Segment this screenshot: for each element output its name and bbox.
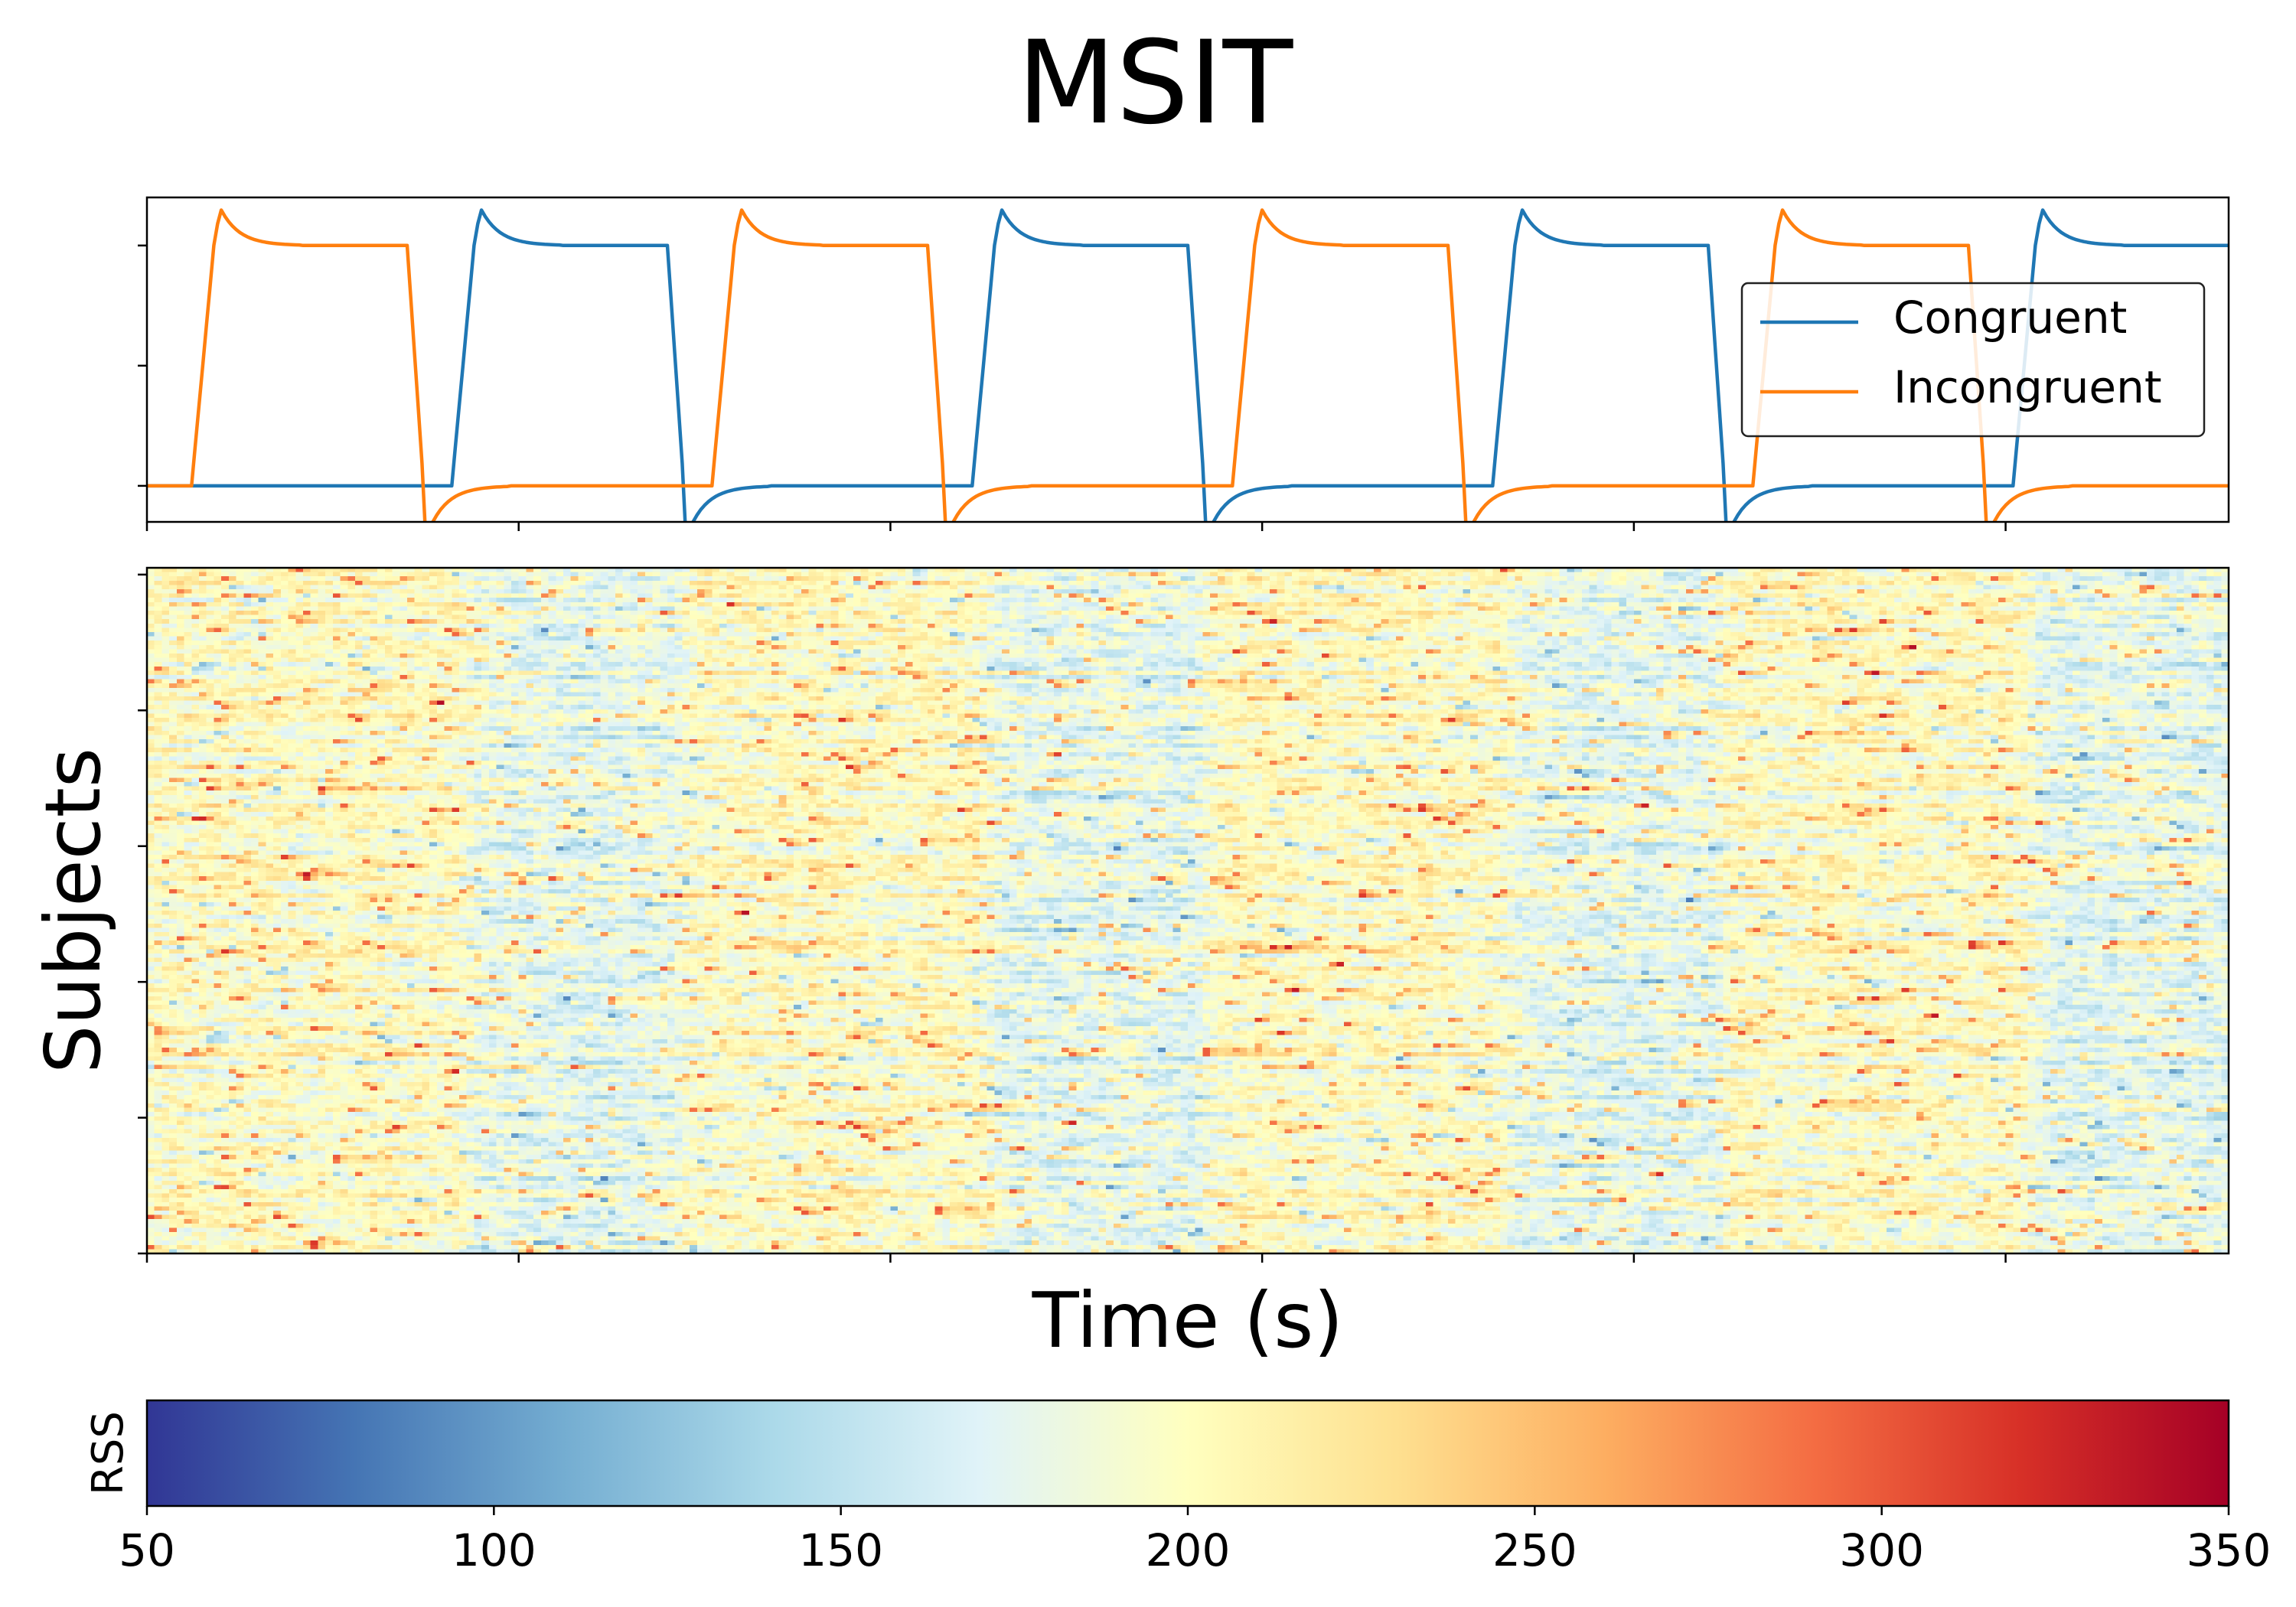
series-line-congruent (147, 208, 2229, 522)
colorbar-gradient (145, 1399, 2230, 1508)
colorbar-label: RSS (83, 1411, 133, 1495)
regressor-axes-frame (145, 196, 2230, 523)
colorbar-tick-label: 300 (1839, 1524, 1924, 1576)
colorbar-tick-label: 50 (119, 1524, 175, 1576)
heatmap-ticks (138, 573, 2007, 1263)
heatmap-ylabel: Subjects (28, 748, 118, 1074)
legend: Congruent Incongruent (1740, 282, 2206, 438)
legend-label-congruent: Congruent (1893, 292, 2127, 344)
series-line-incongruent (147, 208, 2229, 522)
colorbar-tick-label: 100 (452, 1524, 536, 1576)
legend-label-incongruent: Incongruent (1893, 361, 2162, 413)
colorbar-tick-label: 250 (1492, 1524, 1577, 1576)
regressor-lines (147, 208, 2229, 522)
heatmap-panel: Subjects Time (s) (28, 566, 2230, 1365)
chart-title: MSIT (1017, 17, 1294, 150)
regressor-panel: Congruent Incongruent (138, 196, 2230, 531)
heatmap-xlabel: Time (s) (1032, 1276, 1344, 1365)
colorbar-tick-label: 200 (1146, 1524, 1231, 1576)
colorbar-tick-label: 350 (2187, 1524, 2272, 1576)
heatmap-axes-frame (145, 566, 2230, 1255)
regressor-ticks (138, 244, 2007, 531)
colorbar-ticks: 50 100 150 200 250 300 350 (119, 1506, 2271, 1576)
colorbar-tick-label: 150 (798, 1524, 883, 1576)
colorbar: RSS 50 100 150 200 250 300 350 (83, 1399, 2271, 1576)
heatmap-cells (147, 568, 2229, 1253)
heatmap-image (147, 568, 2229, 1253)
